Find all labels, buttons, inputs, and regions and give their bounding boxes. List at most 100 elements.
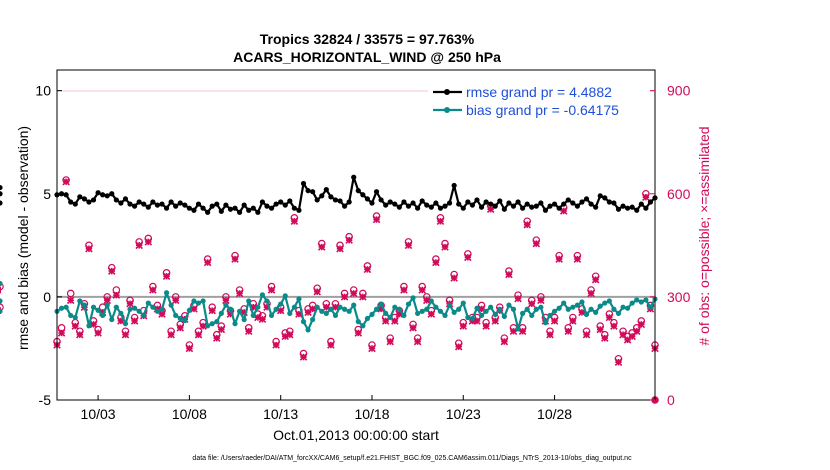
data-point-bias — [90, 304, 97, 310]
data-point-bias — [100, 312, 106, 319]
obs-assimilated-point — [340, 293, 349, 301]
data-point-rmse — [72, 201, 78, 207]
data-point-bias — [154, 308, 161, 314]
obs-assimilated-point — [569, 317, 577, 325]
data-point-rmse — [113, 197, 119, 203]
legend-box — [428, 78, 650, 120]
obs-assimilated-point — [231, 255, 239, 263]
data-point-bias — [520, 310, 526, 316]
data-point-rmse — [223, 202, 229, 208]
data-point-bias — [0, 298, 3, 304]
obs-assimilated-point — [400, 286, 408, 294]
data-point-rmse — [529, 204, 535, 210]
data-point-rmse — [241, 202, 247, 208]
obs-assimilated-point — [135, 241, 143, 250]
obs-assimilated-point — [546, 330, 554, 339]
data-point-rmse — [341, 203, 348, 209]
data-point-bias — [177, 315, 183, 322]
data-point-bias — [81, 302, 87, 308]
data-point-bias — [506, 302, 512, 308]
data-point-bias — [433, 304, 439, 310]
obs-assimilated-point — [610, 322, 618, 330]
data-point-bias — [223, 302, 229, 308]
data-point-bias — [561, 300, 567, 306]
data-point-rmse — [287, 198, 293, 204]
data-point-bias — [410, 295, 416, 301]
data-point-bias — [118, 310, 124, 316]
obs-assimilated-point — [208, 306, 216, 315]
data-point-rmse — [122, 196, 129, 202]
obs-assimilated-point — [244, 327, 253, 336]
chart-title: Tropics 32824 / 33575 = 97.763% — [260, 31, 475, 47]
data-point-rmse — [524, 201, 530, 207]
data-point-rmse — [533, 203, 539, 209]
data-point-rmse — [364, 196, 371, 202]
data-point-rmse — [232, 205, 238, 211]
data-point-bias — [415, 310, 421, 316]
data-point-bias — [205, 323, 211, 329]
data-point-rmse — [0, 191, 3, 197]
data-point-rmse — [278, 199, 284, 205]
data-point-rmse — [551, 201, 558, 207]
data-point-bias — [373, 306, 380, 312]
data-point-bias — [574, 302, 580, 308]
data-point-bias — [268, 312, 275, 319]
obs-assimilated-point — [158, 310, 166, 318]
data-point-bias — [629, 300, 635, 306]
data-point-rmse — [647, 199, 654, 205]
data-point-rmse — [118, 200, 124, 206]
legend-bias-marker — [444, 107, 450, 113]
data-point-rmse — [506, 200, 512, 206]
y-tick-label: 5 — [43, 186, 51, 202]
obs-assimilated-point — [427, 310, 436, 318]
obs-possible-point — [0, 282, 4, 291]
obs-assimilated-point — [149, 286, 157, 294]
x-tick-label: 10/23 — [446, 406, 481, 422]
obs-assimilated-point — [71, 322, 80, 330]
data-point-bias — [227, 306, 234, 312]
obs-assimilated-point — [564, 327, 573, 336]
data-point-rmse — [565, 197, 571, 203]
data-point-rmse — [492, 203, 498, 209]
obs-assimilated-point — [217, 325, 226, 334]
x-axis: 10/03 10/08 10/13 10/18 10/23 10/28 — [81, 395, 572, 422]
data-point-rmse — [579, 199, 585, 205]
data-point-bias — [369, 311, 375, 318]
data-point-bias — [364, 315, 371, 322]
data-point-bias — [469, 315, 476, 322]
data-point-rmse — [0, 200, 3, 206]
data-file-footnote: data file: /Users/raeder/DAI/ATM_forcXX/… — [192, 455, 632, 462]
y-right-tick-label: 900 — [667, 83, 691, 99]
data-point-rmse — [588, 201, 594, 207]
data-point-bias — [497, 306, 503, 312]
data-point-bias — [127, 306, 133, 312]
data-point-bias — [383, 310, 389, 316]
data-point-bias — [159, 306, 165, 312]
data-point-rmse — [597, 193, 603, 199]
data-point-bias — [241, 316, 247, 323]
y-right-tick-label: 300 — [667, 289, 691, 305]
obs-assimilated-point — [491, 317, 499, 325]
data-point-rmse — [355, 188, 361, 194]
x-tick-label: 10/28 — [537, 406, 572, 422]
data-point-bias — [173, 312, 179, 319]
data-point-bias — [405, 301, 412, 307]
data-point-bias — [77, 298, 83, 304]
data-point-rmse — [520, 205, 526, 211]
obs-assimilated-point — [372, 215, 381, 224]
data-point-rmse — [346, 199, 352, 205]
data-point-bias — [236, 308, 243, 314]
obs-possible-point — [0, 303, 4, 311]
data-point-bias — [465, 314, 471, 321]
data-point-rmse — [606, 199, 612, 205]
data-point-bias — [533, 306, 539, 312]
data-point-bias — [456, 306, 462, 312]
plot-frame — [56, 69, 656, 401]
data-point-rmse — [442, 203, 448, 209]
data-point-rmse — [437, 205, 444, 211]
obs-assimilated-point — [363, 265, 372, 274]
data-point-bias — [351, 302, 357, 308]
data-point-rmse — [100, 192, 106, 198]
data-point-rmse — [570, 200, 576, 206]
data-point-rmse — [145, 204, 151, 210]
